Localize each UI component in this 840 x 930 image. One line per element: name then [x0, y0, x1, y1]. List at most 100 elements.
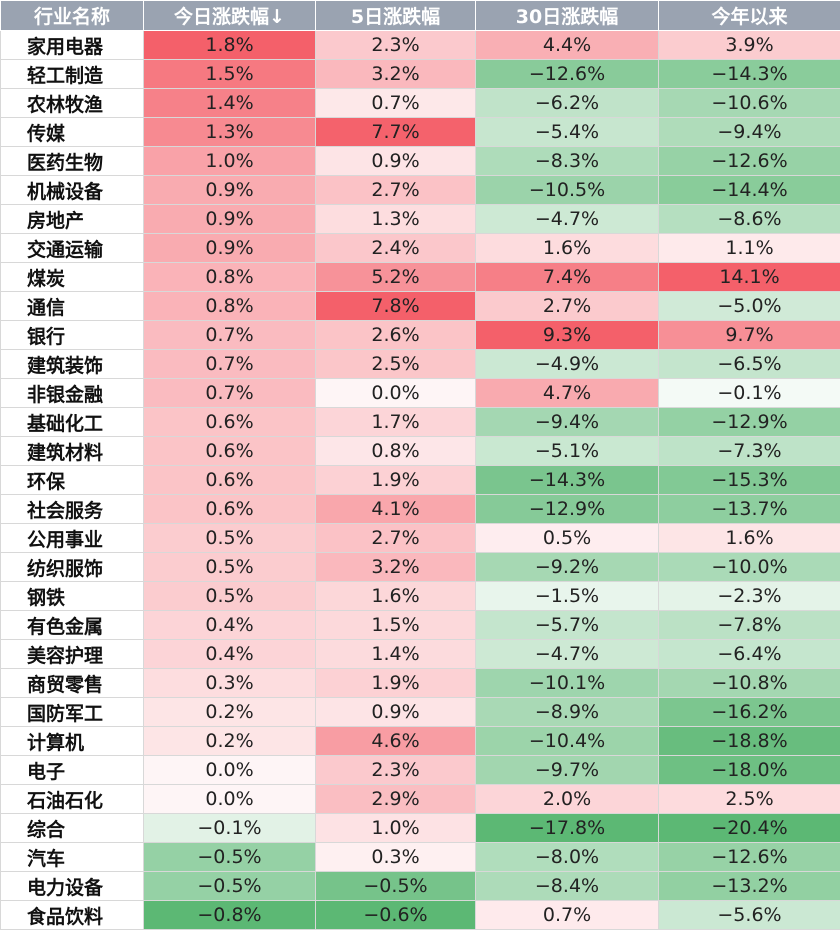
- industry-name-cell: 交通运输: [1, 234, 144, 263]
- industry-name-cell: 非银金融: [1, 379, 144, 408]
- today-change-cell: 0.5%: [144, 553, 316, 582]
- 30day-change-cell: −12.9%: [476, 495, 659, 524]
- ytd-change-cell: −9.4%: [659, 118, 840, 147]
- industry-name-cell: 有色金属: [1, 611, 144, 640]
- header-today-change[interactable]: 今日涨跌幅↓: [144, 1, 316, 31]
- ytd-change-cell: −16.2%: [659, 698, 840, 727]
- 30day-change-cell: −10.4%: [476, 727, 659, 756]
- industry-name-cell: 基础化工: [1, 408, 144, 437]
- 5day-change-cell: 1.7%: [316, 408, 476, 437]
- 30day-change-cell: −4.9%: [476, 350, 659, 379]
- 30day-change-cell: −14.3%: [476, 466, 659, 495]
- 30day-change-cell: −4.7%: [476, 640, 659, 669]
- today-change-cell: 0.6%: [144, 437, 316, 466]
- 30day-change-cell: −8.9%: [476, 698, 659, 727]
- header-30day-change[interactable]: 30日涨跌幅: [476, 1, 659, 31]
- 5day-change-cell: 0.3%: [316, 843, 476, 872]
- ytd-change-cell: −13.2%: [659, 872, 840, 901]
- header-ytd-change[interactable]: 今年以来: [659, 1, 840, 31]
- today-change-cell: 0.0%: [144, 756, 316, 785]
- ytd-change-cell: −0.1%: [659, 379, 840, 408]
- 30day-change-cell: −8.0%: [476, 843, 659, 872]
- today-change-cell: 0.8%: [144, 263, 316, 292]
- today-change-cell: 0.6%: [144, 466, 316, 495]
- today-change-cell: −0.1%: [144, 814, 316, 843]
- 5day-change-cell: 7.7%: [316, 118, 476, 147]
- ytd-change-cell: 14.1%: [659, 263, 840, 292]
- 30day-change-cell: −10.1%: [476, 669, 659, 698]
- today-change-cell: −0.5%: [144, 872, 316, 901]
- industry-name-cell: 综合: [1, 814, 144, 843]
- industry-name-cell: 传媒: [1, 118, 144, 147]
- today-change-cell: 0.4%: [144, 611, 316, 640]
- 5day-change-cell: 3.2%: [316, 553, 476, 582]
- ytd-change-cell: −5.6%: [659, 901, 840, 930]
- 5day-change-cell: 4.6%: [316, 727, 476, 756]
- industry-name-cell: 纺织服饰: [1, 553, 144, 582]
- 30day-change-cell: 2.0%: [476, 785, 659, 814]
- header-5day-change[interactable]: 5日涨跌幅: [316, 1, 476, 31]
- industry-name-cell: 钢铁: [1, 582, 144, 611]
- 30day-change-cell: −4.7%: [476, 205, 659, 234]
- 5day-change-cell: 0.9%: [316, 147, 476, 176]
- ytd-change-cell: −7.8%: [659, 611, 840, 640]
- table-row: 综合−0.1%1.0%−17.8%−20.4%: [1, 814, 840, 843]
- today-change-cell: 0.4%: [144, 640, 316, 669]
- 5day-change-cell: −0.6%: [316, 901, 476, 930]
- 30day-change-cell: 2.7%: [476, 292, 659, 321]
- industry-name-cell: 通信: [1, 292, 144, 321]
- 30day-change-cell: 0.7%: [476, 901, 659, 930]
- 5day-change-cell: 1.6%: [316, 582, 476, 611]
- today-change-cell: 0.5%: [144, 582, 316, 611]
- 5day-change-cell: 1.9%: [316, 466, 476, 495]
- 5day-change-cell: 1.4%: [316, 640, 476, 669]
- 30day-change-cell: −9.7%: [476, 756, 659, 785]
- today-change-cell: 0.8%: [144, 292, 316, 321]
- ytd-change-cell: −5.0%: [659, 292, 840, 321]
- 30day-change-cell: 9.3%: [476, 321, 659, 350]
- industry-name-cell: 建筑装饰: [1, 350, 144, 379]
- 5day-change-cell: 2.9%: [316, 785, 476, 814]
- ytd-change-cell: 2.5%: [659, 785, 840, 814]
- today-change-cell: 0.3%: [144, 669, 316, 698]
- ytd-change-cell: 3.9%: [659, 31, 840, 60]
- 5day-change-cell: 2.7%: [316, 524, 476, 553]
- 30day-change-cell: −5.4%: [476, 118, 659, 147]
- 30day-change-cell: −5.7%: [476, 611, 659, 640]
- industry-name-cell: 家用电器: [1, 31, 144, 60]
- ytd-change-cell: −6.5%: [659, 350, 840, 379]
- industry-name-cell: 美容护理: [1, 640, 144, 669]
- 5day-change-cell: 1.5%: [316, 611, 476, 640]
- today-change-cell: 1.0%: [144, 147, 316, 176]
- ytd-change-cell: −13.7%: [659, 495, 840, 524]
- 30day-change-cell: 4.7%: [476, 379, 659, 408]
- header-industry-name[interactable]: 行业名称: [1, 1, 144, 31]
- 5day-change-cell: 1.9%: [316, 669, 476, 698]
- 5day-change-cell: 0.7%: [316, 89, 476, 118]
- ytd-change-cell: −14.3%: [659, 60, 840, 89]
- 5day-change-cell: 2.3%: [316, 31, 476, 60]
- 5day-change-cell: 2.4%: [316, 234, 476, 263]
- industry-name-cell: 汽车: [1, 843, 144, 872]
- 5day-change-cell: 4.1%: [316, 495, 476, 524]
- industry-name-cell: 房地产: [1, 205, 144, 234]
- 30day-change-cell: −10.5%: [476, 176, 659, 205]
- today-change-cell: 0.9%: [144, 176, 316, 205]
